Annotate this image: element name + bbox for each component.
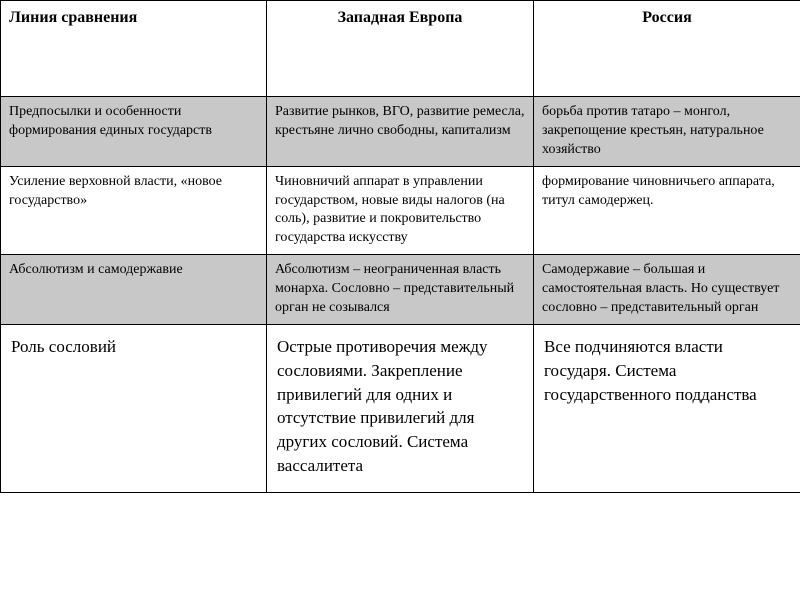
table-row: Абсолютизм и самодержавие Абсолютизм – н…: [1, 255, 800, 325]
cell-europe: Острые противоречия между сословиями. За…: [267, 324, 534, 492]
cell-europe: Абсолютизм – неограниченная власть монар…: [267, 255, 534, 325]
col-header-comparison-line: Линия сравнения: [1, 1, 267, 97]
cell-line: Абсолютизм и самодержавие: [1, 255, 267, 325]
cell-russia: борьба против татаро – монгол, закрепоще…: [534, 97, 800, 167]
table-row: Предпосылки и особенности формирования е…: [1, 97, 800, 167]
col-header-western-europe: Западная Европа: [267, 1, 534, 97]
cell-russia: Самодержавие – большая и самостоятельная…: [534, 255, 800, 325]
cell-line: Предпосылки и особенности формирования е…: [1, 97, 267, 167]
cell-russia: Все подчиняются власти государя. Система…: [534, 324, 800, 492]
table-row: Роль сословий Острые противоречия между …: [1, 324, 800, 492]
cell-europe: Развитие рынков, ВГО, развитие ремесла, …: [267, 97, 534, 167]
cell-russia: формирование чиновничьего аппарата, титу…: [534, 166, 800, 255]
comparison-table: Линия сравнения Западная Европа Россия П…: [0, 0, 800, 493]
table-row: Усиление верховной власти, «новое госуда…: [1, 166, 800, 255]
cell-line: Роль сословий: [1, 324, 267, 492]
col-header-russia: Россия: [534, 1, 800, 97]
cell-europe: Чиновничий аппарат в управлении государс…: [267, 166, 534, 255]
table-header-row: Линия сравнения Западная Европа Россия: [1, 1, 800, 97]
cell-line: Усиление верховной власти, «новое госуда…: [1, 166, 267, 255]
